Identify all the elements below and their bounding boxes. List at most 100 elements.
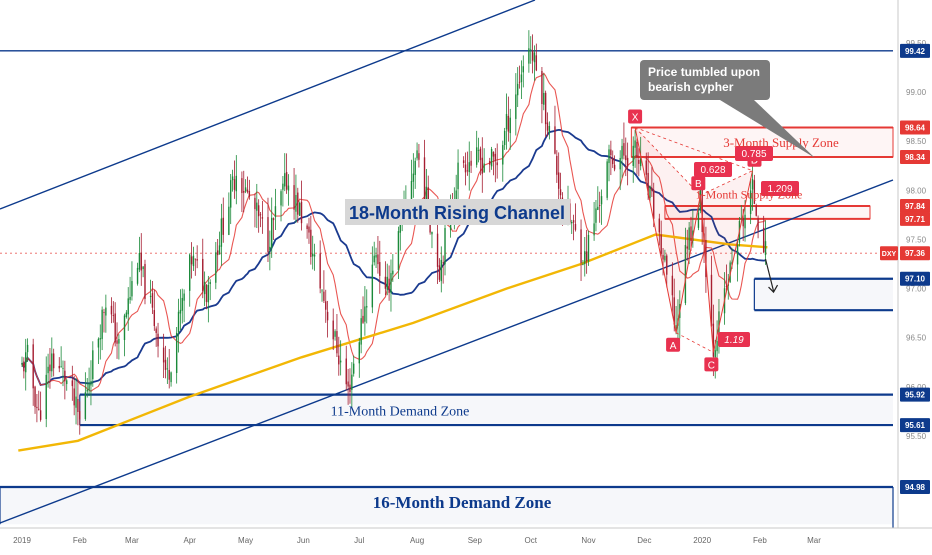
projection-arrow-head bbox=[768, 284, 779, 294]
candle-body bbox=[546, 122, 549, 131]
candle-body bbox=[660, 234, 662, 254]
candle-body bbox=[269, 246, 271, 251]
y-tick-label: 96.00 bbox=[906, 383, 927, 392]
candle-body bbox=[310, 229, 312, 257]
price-tag-label: 97.84 bbox=[905, 202, 926, 211]
candle-body bbox=[103, 312, 105, 313]
candle-body bbox=[189, 254, 191, 291]
candle-body bbox=[623, 143, 625, 156]
candle-body bbox=[271, 217, 273, 248]
candle-body bbox=[438, 265, 441, 280]
candle-body bbox=[597, 206, 599, 210]
channel-label-bg bbox=[345, 199, 570, 225]
candle-body bbox=[673, 297, 675, 325]
x-tick-label: Jul bbox=[354, 536, 364, 545]
candle-body bbox=[751, 179, 754, 190]
candle-body bbox=[123, 315, 126, 341]
price-tag bbox=[900, 246, 930, 261]
candle-body bbox=[285, 172, 288, 190]
candle-body bbox=[177, 311, 180, 333]
candle-body bbox=[21, 363, 23, 365]
candle-body bbox=[606, 161, 608, 198]
candle-body bbox=[332, 320, 334, 340]
pattern-point-badge bbox=[691, 176, 706, 191]
candle-body bbox=[345, 358, 347, 385]
candle-body bbox=[353, 363, 355, 374]
candle-body bbox=[144, 263, 146, 299]
ratio-badge bbox=[694, 162, 732, 177]
candle-body bbox=[25, 352, 27, 373]
candle-body bbox=[571, 221, 573, 224]
moving-average-blue bbox=[21, 128, 766, 387]
candle-body bbox=[293, 185, 295, 210]
x-tick-label: Nov bbox=[581, 536, 595, 545]
zone-outline bbox=[664, 205, 871, 220]
candle-body bbox=[127, 298, 129, 315]
candle-body bbox=[205, 284, 208, 302]
candle-body bbox=[557, 172, 560, 189]
candle-body bbox=[584, 251, 586, 265]
candle-body bbox=[764, 241, 767, 256]
candle-body bbox=[71, 380, 74, 387]
candle-body bbox=[554, 126, 556, 154]
candle-body bbox=[638, 159, 640, 164]
candle-body bbox=[414, 160, 416, 175]
candle-body bbox=[97, 338, 100, 348]
candle-body bbox=[522, 66, 524, 73]
price-tag-label: 94.98 bbox=[905, 483, 926, 492]
symbol-tag bbox=[880, 246, 898, 261]
candle-body bbox=[26, 344, 29, 353]
candle-body bbox=[600, 196, 603, 205]
candle-body bbox=[742, 218, 744, 227]
candle-body bbox=[626, 157, 629, 167]
candle-body bbox=[662, 255, 664, 260]
candle-body bbox=[319, 253, 321, 289]
candle-body bbox=[462, 160, 465, 164]
candle-body bbox=[755, 206, 757, 216]
candle-body bbox=[582, 264, 584, 265]
candle-body bbox=[312, 253, 314, 257]
channel-lower-line bbox=[0, 179, 894, 524]
candle-body bbox=[371, 264, 374, 308]
candle-body bbox=[418, 153, 420, 160]
candle-body bbox=[712, 323, 715, 357]
candle-body bbox=[149, 295, 152, 297]
candle-body bbox=[379, 262, 381, 276]
y-tick-label: 95.50 bbox=[906, 432, 927, 441]
candle-body bbox=[645, 160, 647, 175]
y-tick-label: 97.50 bbox=[906, 235, 927, 244]
candle-body bbox=[492, 151, 495, 157]
candle-body bbox=[505, 113, 508, 130]
pattern-point-badge bbox=[666, 337, 681, 352]
pattern-ratio-line bbox=[634, 127, 701, 196]
candle-body bbox=[392, 270, 394, 275]
candle-body bbox=[170, 372, 172, 383]
candle-body bbox=[101, 309, 103, 340]
pattern-point-badge bbox=[628, 109, 643, 124]
price-tag-label: 98.64 bbox=[905, 123, 926, 132]
candle-body bbox=[202, 258, 204, 292]
candle-body bbox=[241, 178, 243, 194]
candle-body bbox=[233, 179, 236, 190]
candle-body bbox=[466, 170, 469, 172]
candle-body bbox=[412, 173, 415, 182]
x-tick-label: Oct bbox=[525, 536, 538, 545]
candle-body bbox=[267, 217, 269, 252]
candle-body bbox=[664, 255, 666, 261]
candle-body bbox=[349, 384, 351, 392]
y-tick-label: 96.50 bbox=[906, 334, 927, 343]
y-tick-label: 99.00 bbox=[906, 88, 927, 97]
candle-body bbox=[248, 190, 251, 197]
candle-body bbox=[634, 140, 636, 148]
candle-body bbox=[543, 92, 545, 105]
candle-body bbox=[23, 361, 25, 372]
candle-body bbox=[228, 206, 230, 235]
candle-body bbox=[138, 253, 141, 270]
candle-body bbox=[75, 396, 77, 408]
x-tick-label: Aug bbox=[410, 536, 424, 545]
candle-body bbox=[129, 296, 131, 300]
x-tick-label: Mar bbox=[125, 536, 139, 545]
candle-body bbox=[464, 164, 467, 173]
price-tag bbox=[900, 479, 930, 494]
candle-body bbox=[386, 276, 388, 290]
